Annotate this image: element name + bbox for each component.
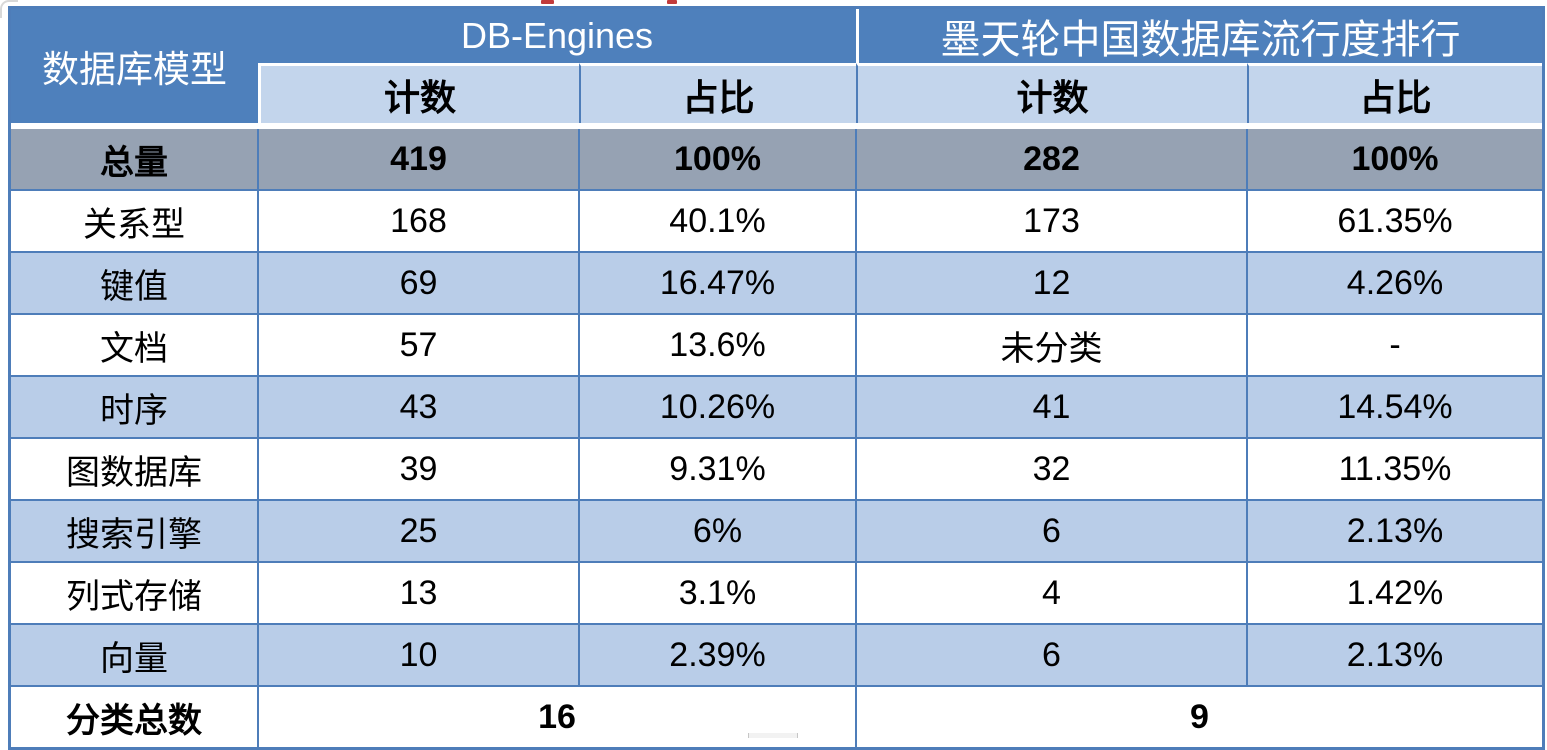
percent-cell: 9.31% — [578, 437, 857, 501]
percent-cell: 1.42% — [1246, 561, 1543, 625]
page-corner-artifact — [0, 0, 18, 18]
percent-cell: 61.35% — [1246, 189, 1543, 253]
count-cell: 43 — [257, 375, 580, 439]
count-cell: 13 — [257, 561, 580, 625]
table-body: 总量 419 100% 282 100% 关系型 168 40.1% 173 6… — [10, 128, 1543, 748]
percent-cell: 100% — [578, 128, 857, 191]
percent-cell: 3.1% — [578, 561, 857, 625]
subheader-db-engines-percent: 占比 — [579, 63, 856, 123]
count-cell: 69 — [257, 251, 580, 315]
red-annotation-fragment — [667, 0, 677, 4]
table-header: 数据库模型 DB-Engines 墨天轮中国数据库流行度排行 计数 占比 计数 … — [11, 9, 1542, 123]
row-label-cell: 关系型 — [10, 189, 259, 253]
subheader-motianlun-count: 计数 — [856, 63, 1247, 123]
count-cell: 12 — [855, 251, 1248, 315]
percent-cell: 100% — [1246, 128, 1543, 191]
row-label-cell: 键值 — [10, 251, 259, 315]
table-row-columnar: 列式存储 13 3.1% 4 1.42% — [10, 561, 1543, 625]
percent-cell: 14.54% — [1246, 375, 1543, 439]
row-label-cell: 搜索引擎 — [10, 499, 259, 563]
percent-cell: 4.26% — [1246, 251, 1543, 315]
count-cell: 41 — [855, 375, 1248, 439]
percent-cell: 2.13% — [1246, 499, 1543, 563]
percent-cell: 10.26% — [578, 375, 857, 439]
count-cell: 168 — [257, 189, 580, 253]
table-row-total: 总量 419 100% 282 100% — [10, 128, 1543, 191]
count-cell: 32 — [855, 437, 1248, 501]
count-cell: 419 — [257, 128, 580, 191]
row-label-cell: 向量 — [10, 623, 259, 687]
table-row-relational: 关系型 168 40.1% 173 61.35% — [10, 189, 1543, 253]
count-cell: 未分类 — [855, 313, 1248, 377]
header-group-db-engines: DB-Engines — [258, 9, 856, 63]
count-cell: 282 — [855, 128, 1248, 191]
table-row-document: 文档 57 13.6% 未分类 - — [10, 313, 1543, 377]
row-label-cell: 图数据库 — [10, 437, 259, 501]
table-row-graph: 图数据库 39 9.31% 32 11.35% — [10, 437, 1543, 501]
percent-cell: 13.6% — [578, 313, 857, 377]
row-label-cell: 总量 — [10, 128, 259, 191]
table-row-time-series: 时序 43 10.26% 41 14.54% — [10, 375, 1543, 439]
count-cell: 57 — [257, 313, 580, 377]
row-label-cell: 文档 — [10, 313, 259, 377]
percent-cell: 6% — [578, 499, 857, 563]
database-model-comparison-table: 数据库模型 DB-Engines 墨天轮中国数据库流行度排行 计数 占比 计数 … — [8, 6, 1545, 750]
row-label-cell: 时序 — [10, 375, 259, 439]
count-cell: 6 — [855, 499, 1248, 563]
header-group-motianlun: 墨天轮中国数据库流行度排行 — [856, 9, 1542, 63]
header-body-separator — [11, 123, 1542, 129]
row-label-cell: 列式存储 — [10, 561, 259, 625]
count-cell: 4 — [855, 561, 1248, 625]
count-cell: 10 — [257, 623, 580, 687]
percent-cell: 40.1% — [578, 189, 857, 253]
percent-cell: 11.35% — [1246, 437, 1543, 501]
table-row-search-engine: 搜索引擎 25 6% 6 2.13% — [10, 499, 1543, 563]
red-annotation-fragment — [541, 0, 554, 4]
count-cell: 39 — [257, 437, 580, 501]
subheader-db-engines-count: 计数 — [258, 63, 579, 123]
table-row-vector: 向量 10 2.39% 6 2.13% — [10, 623, 1543, 687]
subheader-motianlun-percent: 占比 — [1247, 63, 1542, 123]
percent-cell: 2.13% — [1246, 623, 1543, 687]
horizontal-scrollbar-thumb[interactable] — [748, 733, 798, 738]
count-cell: 6 — [855, 623, 1248, 687]
percent-cell: 2.39% — [578, 623, 857, 687]
count-cell: 173 — [855, 189, 1248, 253]
percent-cell: 16.47% — [578, 251, 857, 315]
table-row-key-value: 键值 69 16.47% 12 4.26% — [10, 251, 1543, 315]
percent-cell: - — [1246, 313, 1543, 377]
header-cell-model: 数据库模型 — [11, 9, 258, 123]
count-cell: 25 — [257, 499, 580, 563]
